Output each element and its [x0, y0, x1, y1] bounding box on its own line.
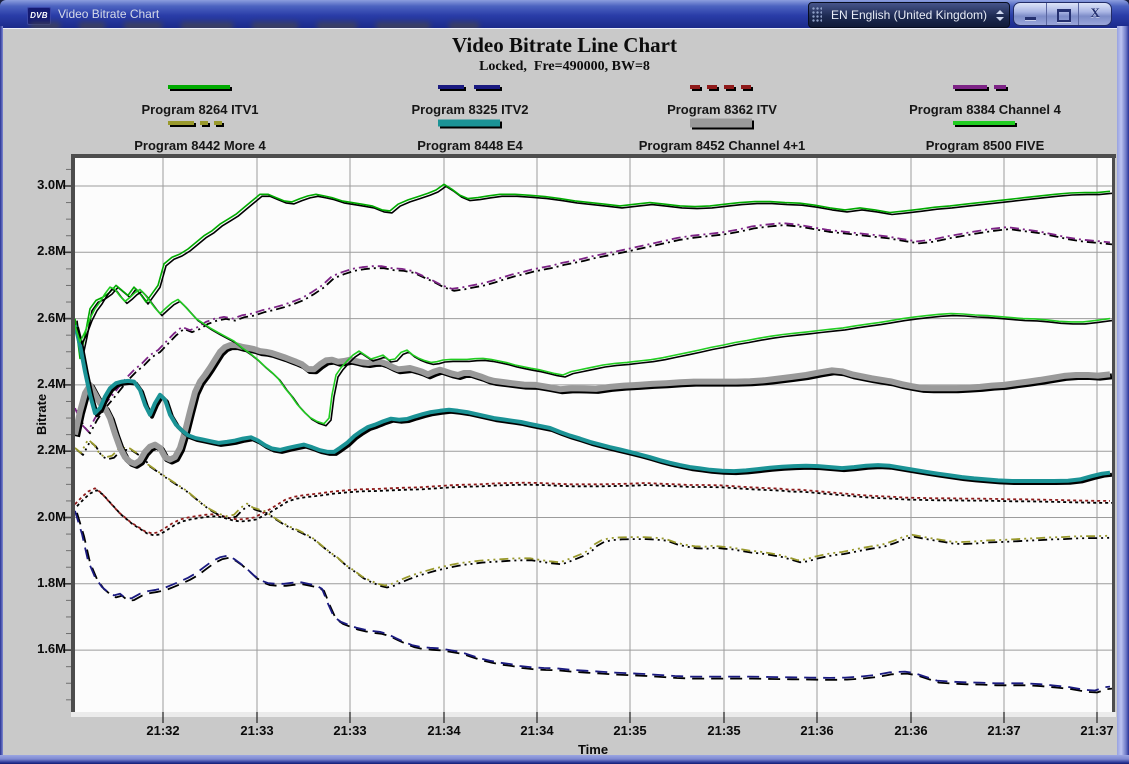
y-tick-label: 2.6M [37, 309, 66, 325]
language-bar[interactable]: EN English (United Kingdom) [808, 2, 1010, 28]
language-label: EN English (United Kingdom) [830, 8, 988, 22]
language-options-icon[interactable] [996, 9, 1004, 21]
legend-item-five: Program 8500 FIVE [870, 118, 1100, 153]
window-controls: X [1013, 2, 1112, 26]
x-tick-label: 21:37 [987, 723, 1021, 738]
legend-label: Program 8442 More 4 [134, 138, 266, 153]
series-line-itv2 [76, 512, 1112, 694]
x-tick-label: 21:36 [894, 723, 928, 738]
window-border-right[interactable] [1117, 26, 1129, 764]
minimize-button[interactable] [1014, 3, 1047, 25]
x-tick-label: 21:34 [427, 723, 461, 738]
series-line-itv [76, 483, 1112, 537]
blurred-menu-bar [30, 22, 479, 33]
y-tick-label: 1.6M [37, 641, 66, 657]
legend-label: Program 8452 Channel 4+1 [638, 138, 806, 153]
y-tick-label: 2.0M [37, 508, 66, 524]
x-tick-label: 21:35 [613, 723, 647, 738]
legend-item-channel4plus1: Program 8452 Channel 4+1 [607, 118, 837, 153]
y-tick-label: 2.8M [37, 243, 66, 259]
legend-item-e4: Program 8448 E4 [355, 118, 585, 153]
x-tick-label: 21:37 [1080, 723, 1114, 738]
y-tick-label: 2.4M [37, 375, 66, 391]
maximize-icon [1056, 9, 1071, 22]
series-line-more4 [75, 438, 1111, 587]
x-tick-label: 21:35 [707, 723, 741, 738]
series-line-channel4plus1 [75, 342, 1111, 467]
legend-label: Program 8325 ITV2 [411, 102, 529, 117]
y-axis-title: Bitrate [34, 393, 49, 435]
close-button[interactable]: X [1079, 3, 1111, 25]
legend-swatch-e4 [438, 119, 502, 129]
legend-item-itv: Program 8362 ITV [607, 82, 837, 117]
x-tick-label: 21:32 [146, 723, 180, 738]
y-tick-label: 1.8M [37, 574, 66, 590]
series-line-channel4 [76, 224, 1112, 435]
series-line-more4 [76, 440, 1112, 589]
legend-swatch-channel4plus1 [690, 118, 754, 130]
window-border-left [0, 26, 3, 764]
legend-label: Program 8384 Channel 4 [909, 102, 1061, 117]
x-tick-label: 21:33 [333, 723, 367, 738]
series-line-itv [75, 481, 1110, 535]
legend-item-itv2: Program 8325 ITV2 [355, 82, 585, 117]
legend-swatch-itv1 [168, 85, 232, 91]
series-line-e4 [75, 324, 1111, 483]
x-tick-label: 21:36 [800, 723, 834, 738]
legend-swatch-channel4 [953, 85, 1017, 91]
series-line-itv1 [76, 185, 1112, 362]
grip-dots-icon[interactable] [812, 7, 822, 23]
x-tick-label: 21:33 [240, 723, 274, 738]
y-tick-label: 3.0M [37, 177, 66, 192]
y-tick-label: 2.2M [37, 442, 66, 458]
series-line-itv1 [75, 183, 1111, 360]
series-line-itv2 [75, 510, 1111, 692]
maximize-button[interactable] [1047, 3, 1080, 25]
legend-swatch-more4 [168, 121, 232, 127]
legend-swatch-five [953, 121, 1017, 127]
x-tick-label: 21:34 [520, 723, 554, 738]
x-axis-title: Time [577, 742, 609, 757]
legend-swatch-itv2 [438, 85, 502, 91]
window-border-bottom[interactable] [0, 755, 1129, 764]
legend-label: Program 8448 E4 [417, 138, 523, 153]
close-icon: X [1090, 5, 1100, 20]
legend-item-channel4: Program 8384 Channel 4 [870, 82, 1100, 117]
chart-title: Video Bitrate Line Chart [452, 33, 677, 57]
legend-item-itv1: Program 8264 ITV1 [85, 82, 315, 117]
legend-label: Program 8500 FIVE [925, 138, 1045, 153]
series-line-channel4 [75, 222, 1111, 433]
chart-subtitle: Locked, Fre=490000, BW=8 [479, 59, 650, 74]
legend-label: Program 8362 ITV [667, 102, 777, 117]
series-line-five [75, 286, 1111, 425]
window-title: Video Bitrate Chart [58, 7, 160, 21]
legend-label: Program 8264 ITV1 [141, 102, 259, 117]
legend-swatch-itv [690, 85, 754, 91]
legend-item-more4: Program 8442 More 4 [85, 118, 315, 153]
minimize-icon [1024, 17, 1036, 20]
